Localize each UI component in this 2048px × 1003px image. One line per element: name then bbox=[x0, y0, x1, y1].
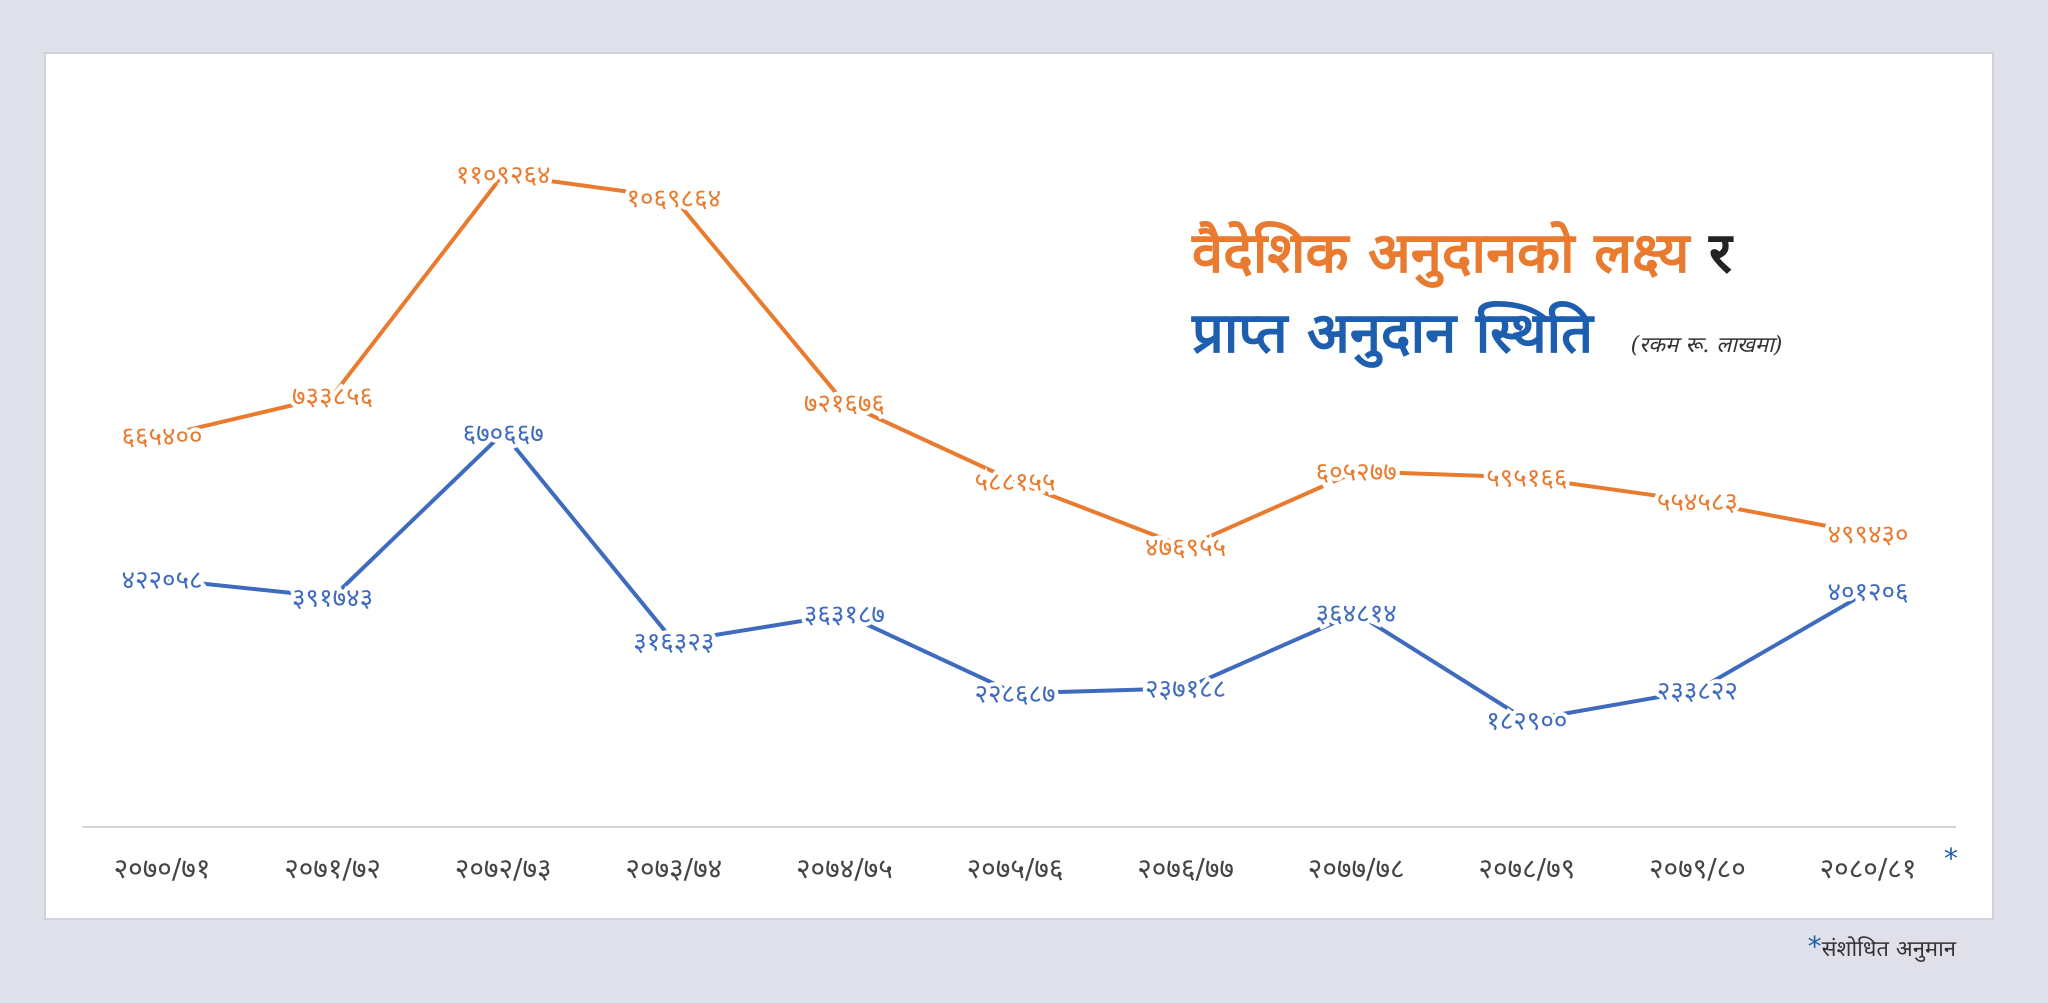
data-label: ३६३१८७ bbox=[804, 600, 885, 630]
data-label-halo: ४२२०५८ bbox=[121, 565, 202, 595]
estimate-asterisk: * bbox=[1944, 842, 1958, 875]
footnote-asterisk: * bbox=[1807, 930, 1822, 963]
x-tick-label: २०७८/७९ bbox=[1478, 852, 1575, 885]
footnote: *संशोधित अनुमान bbox=[1808, 930, 1956, 963]
data-label-halo: १८२९०० bbox=[1486, 706, 1567, 736]
chart-title: वैदेशिक अनुदानको लक्ष्य र प्राप्त अनुदान… bbox=[1192, 214, 1782, 386]
data-label: २३३८२२ bbox=[1657, 676, 1738, 706]
data-label-halo: २३३८२२ bbox=[1657, 676, 1738, 706]
unit-note: (रकम रू. लाखमा) bbox=[1630, 333, 1783, 358]
data-label: ७२१६७६ bbox=[804, 389, 885, 419]
x-tick-label: २०७४/७५ bbox=[796, 852, 893, 885]
data-label: ६०५२७७ bbox=[1316, 457, 1397, 487]
data-label-halo: ७२१६७६ bbox=[804, 389, 885, 419]
data-label: ३१६३२३ bbox=[633, 628, 714, 658]
title-received-text: प्राप्त अनुदान स्थिति bbox=[1192, 301, 1594, 366]
data-label-halo: ३९१७४३ bbox=[292, 583, 373, 613]
series-layer: ६६५४००६६५४००७३३८५६७३३८५६११०९२६४११०९२६४१०… bbox=[117, 157, 1912, 741]
data-label-halo: ११०९२६४ bbox=[456, 161, 551, 191]
x-tick-label: २०७९/८० bbox=[1649, 852, 1746, 885]
x-tick-label: २०७७/७८ bbox=[1308, 852, 1405, 885]
data-label: ४९९४३० bbox=[1827, 520, 1908, 550]
line-chart: २०७०/७१ २०७१/७२ २०७२/७३ २०७३/७४ २०७४/७५ २०७५/… bbox=[82, 157, 1958, 885]
data-label: ५५४५८३ bbox=[1657, 487, 1738, 517]
data-label-halo: ३६३१८७ bbox=[804, 600, 885, 630]
data-label-halo: ३६४८१४ bbox=[1316, 599, 1397, 629]
data-label: ५९५१६६ bbox=[1486, 463, 1567, 493]
data-label-halo: ७३३८५६ bbox=[292, 382, 373, 412]
series-line-received bbox=[161, 430, 1870, 723]
x-tick-label: २०७१/७२ bbox=[284, 852, 381, 885]
data-label-halo: ६७०६६७ bbox=[463, 419, 544, 449]
x-tick-label: २०७३/७४ bbox=[625, 852, 722, 885]
x-tick-label: २०७६/७७ bbox=[1137, 852, 1234, 885]
data-label-halo: ५९५१६६ bbox=[1486, 463, 1567, 493]
series-line-target bbox=[161, 172, 1869, 550]
x-tick-label: २०७२/७३ bbox=[455, 852, 552, 885]
chart-panel: २०७०/७१ २०७१/७२ २०७२/७३ २०७३/७४ २०७४/७५ २०७५/… bbox=[44, 52, 1994, 920]
data-label: ४२२०५८ bbox=[121, 565, 202, 595]
x-tick-label: २०७५/७६ bbox=[967, 852, 1064, 885]
data-label-halo: ६०५२७७ bbox=[1316, 457, 1397, 487]
data-label: ३६४८१४ bbox=[1316, 599, 1397, 629]
data-label: ५८८१५५ bbox=[974, 468, 1055, 498]
data-label: ६७०६६७ bbox=[463, 419, 544, 449]
title-target-text: वैदेशिक अनुदानको लक्ष्य bbox=[1192, 221, 1690, 286]
footnote-text: संशोधित अनुमान bbox=[1821, 937, 1956, 962]
data-label-halo: ४९९४३० bbox=[1827, 520, 1908, 550]
title-connector-text: र bbox=[1709, 221, 1732, 286]
data-label-halo: ५५४५८३ bbox=[1657, 487, 1738, 517]
data-label: २२८६८७ bbox=[974, 679, 1055, 709]
data-label: ४७६९५५ bbox=[1145, 533, 1226, 563]
data-label: ११०९२६४ bbox=[456, 161, 551, 191]
x-tick-label: २०८०/८१ bbox=[1820, 852, 1917, 885]
data-label-halo: २३७१८८ bbox=[1145, 674, 1226, 704]
data-label-halo: २२८६८७ bbox=[974, 679, 1055, 709]
data-label-halo: ४०१२०६ bbox=[1827, 578, 1908, 608]
data-label-halo: ३१६३२३ bbox=[633, 628, 714, 658]
data-label: ६६५४०० bbox=[121, 422, 202, 452]
data-label: १८२९०० bbox=[1486, 706, 1567, 736]
x-tick-labels: २०७०/७१ २०७१/७२ २०७२/७३ २०७३/७४ २०७४/७५ २०७५/… bbox=[114, 842, 1958, 885]
data-label: ४०१२०६ bbox=[1827, 578, 1908, 608]
x-tick-label: २०७०/७१ bbox=[114, 852, 211, 885]
data-label: ३९१७४३ bbox=[292, 583, 373, 613]
data-label-halo: ४७६९५५ bbox=[1145, 533, 1226, 563]
data-label-halo: १०६९८६४ bbox=[626, 184, 721, 214]
data-label-halo: ६६५४०० bbox=[121, 422, 202, 452]
data-label: १०६९८६४ bbox=[626, 184, 721, 214]
data-label: २३७१८८ bbox=[1145, 674, 1226, 704]
data-label: ७३३८५६ bbox=[292, 382, 373, 412]
data-label-halo: ५८८१५५ bbox=[974, 468, 1055, 498]
